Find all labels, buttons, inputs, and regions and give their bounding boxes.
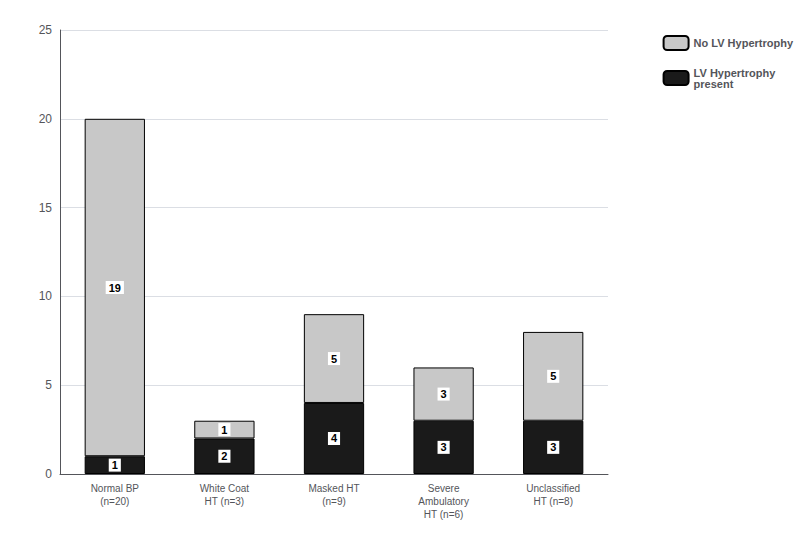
svg-text:LV Hypertrophy: LV Hypertrophy [693,66,776,79]
svg-text:Severe: Severe [428,483,460,494]
svg-text:5: 5 [331,353,337,365]
svg-text:2: 2 [221,450,227,462]
svg-text:5: 5 [45,378,52,392]
svg-text:(n=9): (n=9) [322,496,346,507]
svg-text:1: 1 [221,424,227,436]
svg-text:10: 10 [39,289,53,303]
svg-text:Masked HT: Masked HT [308,483,359,494]
svg-text:Normal BP: Normal BP [91,483,140,494]
svg-text:5: 5 [550,370,556,382]
svg-text:White Coat: White Coat [200,483,250,494]
svg-text:1: 1 [112,459,118,471]
svg-text:15: 15 [39,201,53,215]
svg-text:present: present [694,78,734,90]
svg-text:25: 25 [39,23,53,37]
svg-text:0: 0 [45,467,52,481]
svg-text:20: 20 [39,112,53,126]
svg-text:3: 3 [441,388,447,400]
svg-text:HT (n=3): HT (n=3) [205,496,245,507]
svg-text:Ambulatory: Ambulatory [418,496,469,507]
svg-text:3: 3 [441,441,447,453]
svg-text:3: 3 [550,441,556,453]
svg-text:19: 19 [109,282,121,294]
svg-text:No LV Hypertrophy: No LV Hypertrophy [694,37,794,49]
svg-text:4: 4 [331,432,338,444]
svg-text:Unclassified: Unclassified [526,483,580,494]
svg-text:(n=20): (n=20) [100,496,129,507]
svg-text:HT (n=8): HT (n=8) [533,496,573,507]
svg-text:HT (n=6): HT (n=6) [424,509,464,520]
